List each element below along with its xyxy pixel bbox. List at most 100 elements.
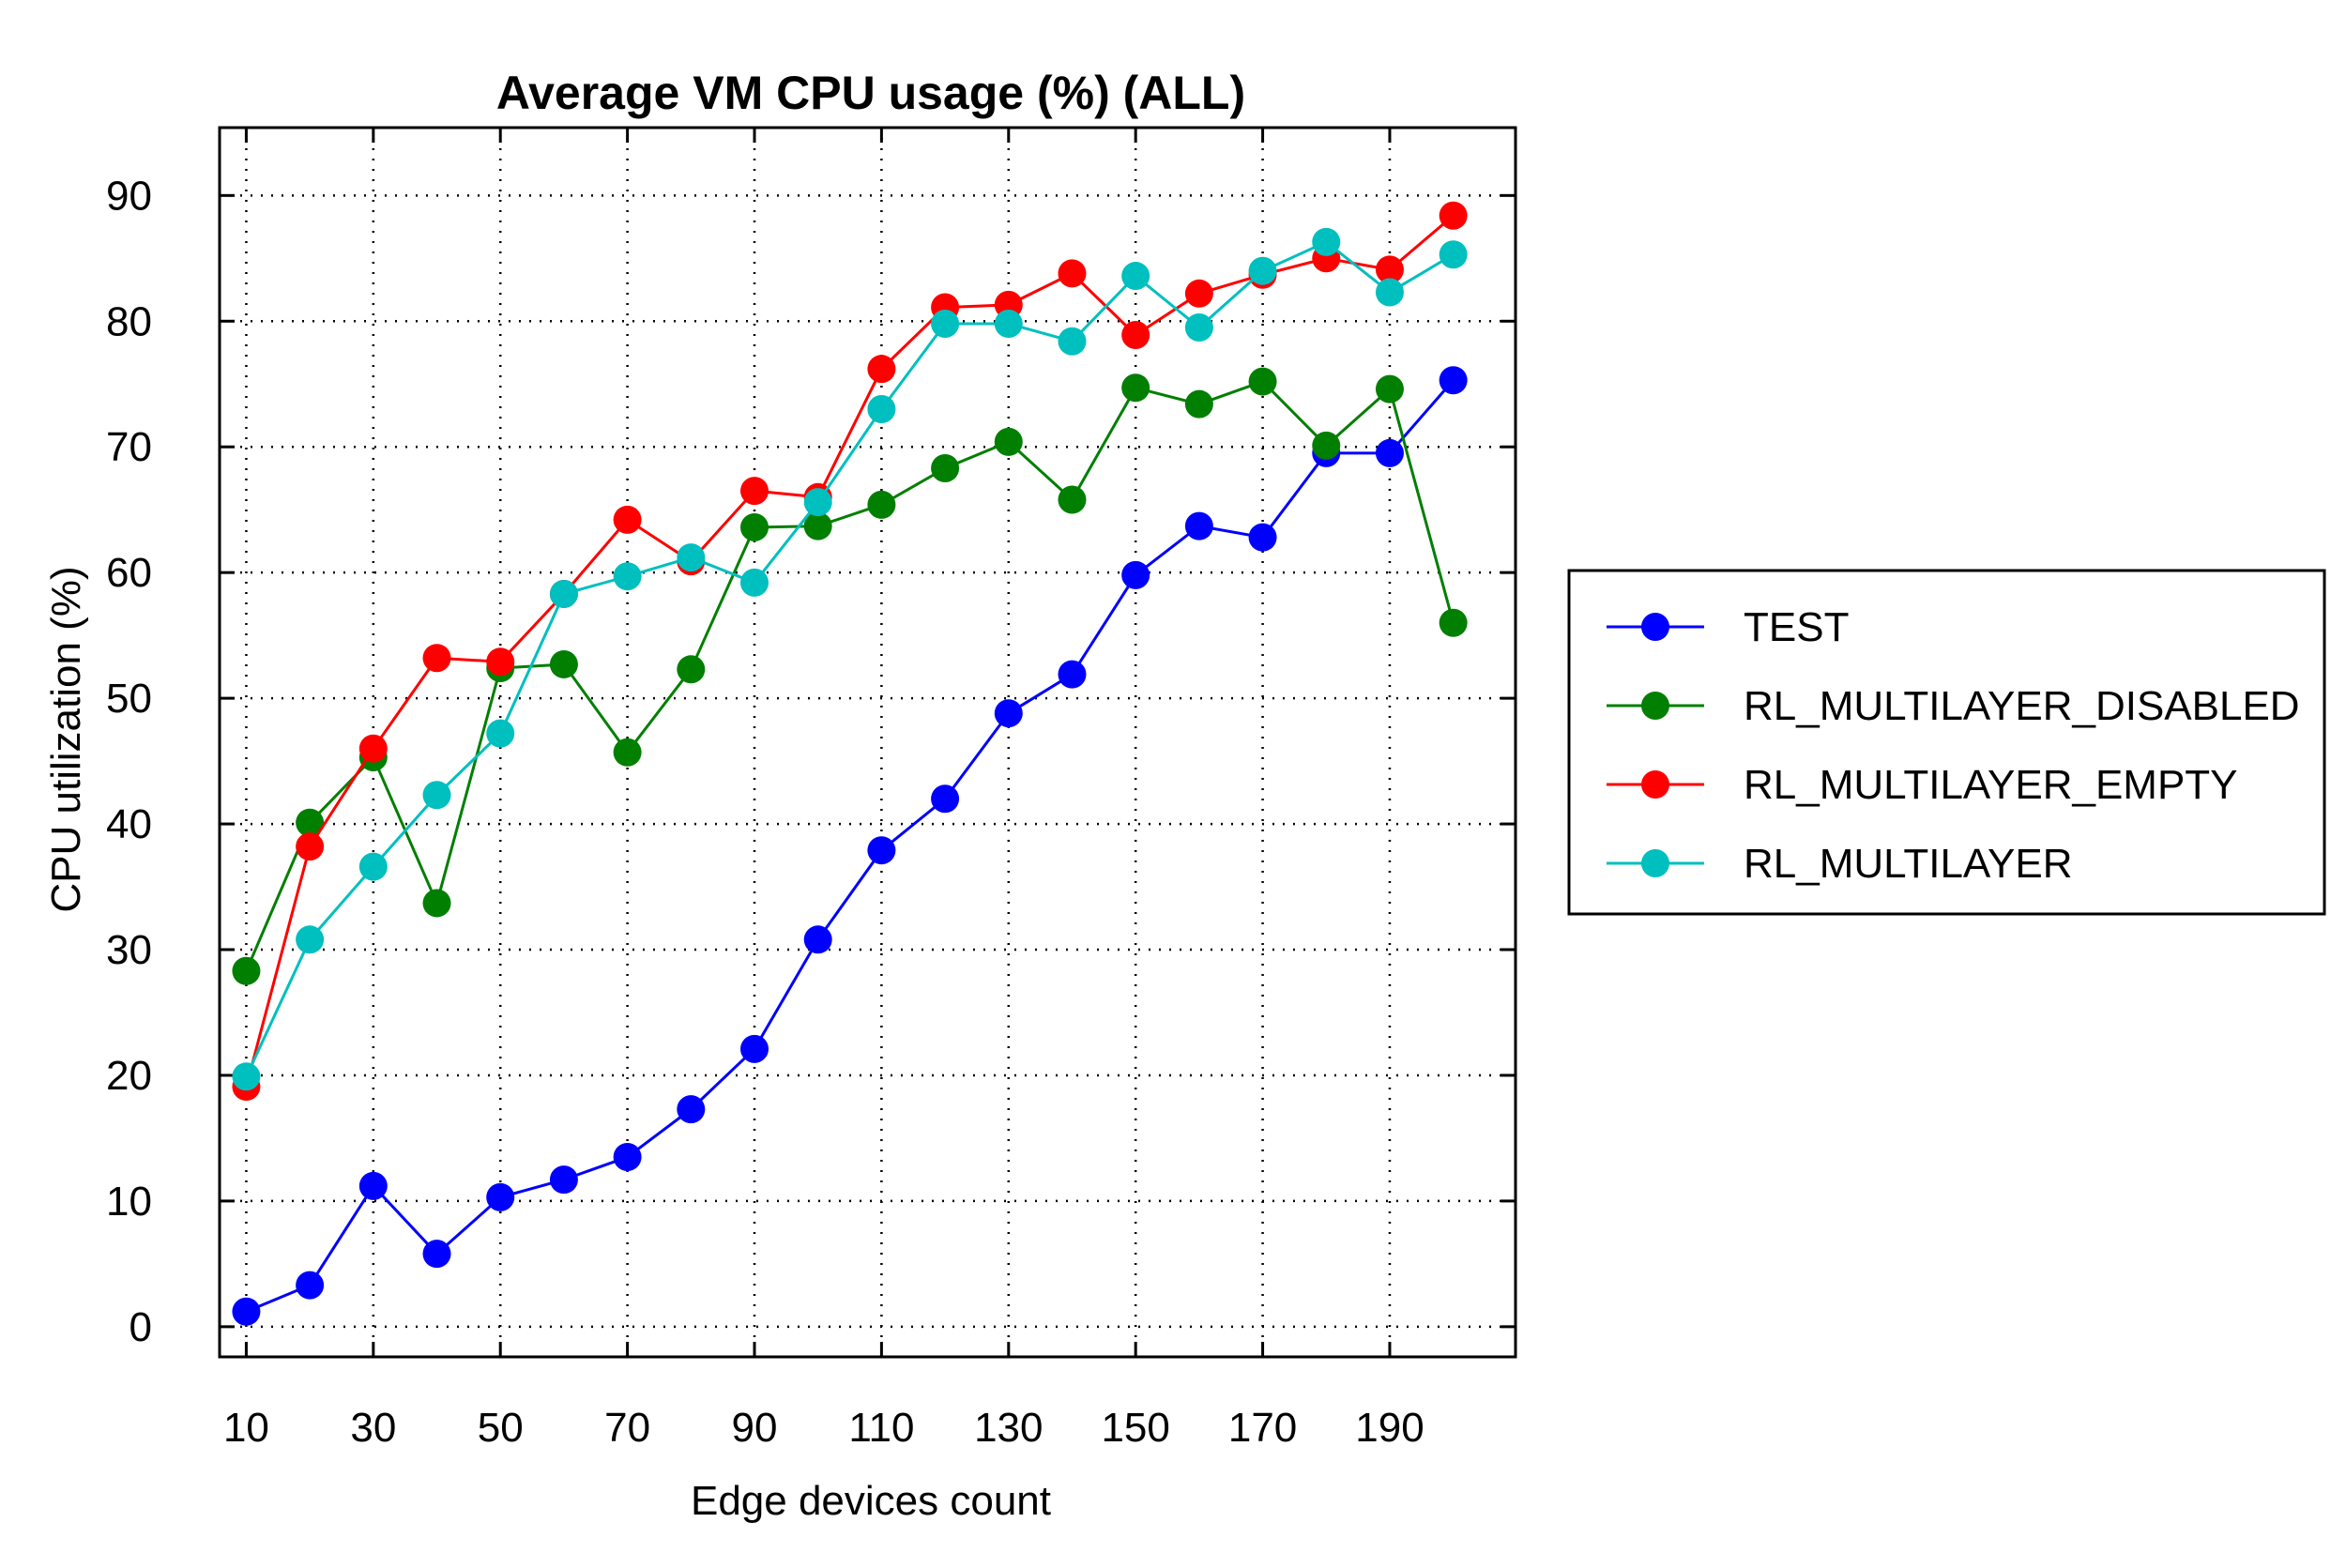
data-point-rl-multilayer-disabled [1058,485,1087,514]
data-point-rl-multilayer [803,488,832,517]
data-point-test [549,1165,578,1195]
data-point-rl-multilayer-empty [1184,279,1213,308]
y-tick-label: 10 [106,1179,152,1225]
y-tick-label: 40 [106,801,152,847]
x-tick-label: 170 [1228,1405,1297,1451]
data-point-rl-multilayer-disabled [931,453,960,482]
data-point-test [1058,660,1087,689]
series-line-test [245,379,1455,1314]
data-point-rl-multilayer-disabled [677,655,706,684]
x-tick-label: 70 [604,1405,650,1451]
data-point-rl-multilayer [1058,327,1087,356]
data-point-test [931,784,960,814]
x-axis-label: Edge devices count [691,1478,1051,1524]
data-point-rl-multilayer-disabled [1184,389,1213,419]
data-point-test [232,1297,261,1326]
data-point-rl-multilayer-disabled [1375,374,1404,403]
data-point-rl-multilayer [422,781,451,810]
data-point-test [677,1095,706,1124]
data-point-rl-multilayer-disabled [1121,373,1150,403]
data-point-rl-multilayer-empty [1439,201,1468,230]
legend-label-rl-multilayer-disabled: RL_MULTILAYER_DISABLED [1744,683,2300,729]
x-tick-label: 30 [350,1405,396,1451]
y-tick-label: 60 [106,550,152,596]
data-point-test [422,1240,451,1269]
data-point-rl-multilayer-disabled [994,427,1023,456]
data-point-rl-multilayer-empty [1121,321,1150,350]
data-point-rl-multilayer [994,309,1023,338]
x-tick-label: 150 [1101,1405,1169,1451]
data-point-rl-multilayer [1375,278,1404,307]
data-point-rl-multilayer [296,925,325,954]
y-tick-label: 80 [106,298,152,344]
data-point-test [867,836,896,865]
data-point-rl-multilayer-empty [296,832,325,861]
data-point-rl-multilayer [677,543,706,572]
data-point-test [1248,523,1277,552]
chart-title: Average VM CPU usage (%) (ALL) [496,67,1245,119]
plot-area: 10 30 50 70 90 110 130 150 170 190 0 10 20 30 40 50 60 70… [106,126,1517,1451]
y-tick-label: 50 [106,676,152,722]
data-point-rl-multilayer [1248,256,1277,285]
data-point-rl-multilayer [1184,312,1213,342]
data-point-rl-multilayer-empty [740,477,769,506]
legend-marker-rl-multilayer-disabled [1641,692,1669,720]
data-point-rl-multilayer [358,852,388,881]
data-point-test [994,699,1023,728]
data-point-rl-multilayer-disabled [803,511,832,540]
series-line-rl-multilayer-disabled [245,380,1455,972]
data-point-test [613,1143,642,1172]
x-tick-label: 190 [1355,1405,1424,1451]
x-tick-label: 50 [478,1405,524,1451]
data-point-rl-multilayer-disabled [1439,608,1468,637]
data-point-rl-multilayer-empty [486,647,515,677]
x-tick-label: 130 [974,1405,1043,1451]
data-point-rl-multilayer-empty [1058,259,1087,288]
data-point-rl-multilayer [1312,227,1341,256]
data-point-rl-multilayer-empty [867,355,896,384]
data-point-test [296,1271,325,1300]
data-point-rl-multilayer-disabled [422,889,451,918]
legend-label-test: TEST [1744,604,1849,650]
data-point-rl-multilayer [549,579,578,608]
data-point-rl-multilayer [486,719,515,748]
x-tick-label: 110 [848,1405,914,1451]
y-tick-label: 70 [106,424,152,470]
data-point-rl-multilayer-disabled [1312,431,1341,460]
legend-marker-rl-multilayer-empty [1641,770,1669,799]
data-point-rl-multilayer-disabled [740,512,769,541]
data-point-rl-multilayer-disabled [296,808,325,837]
data-point-rl-multilayer-disabled [232,956,261,985]
legend: TEST RL_MULTILAYER_DISABLED RL_MULTILAYER_… [1567,569,2326,916]
data-point-rl-multilayer [867,395,896,424]
data-point-test [803,925,832,954]
data-point-test [1375,438,1404,467]
data-point-rl-multilayer [931,309,960,338]
data-point-rl-multilayer-empty [613,505,642,534]
x-tick-label: 10 [223,1405,269,1451]
data-point-rl-multilayer [232,1062,261,1091]
data-point-rl-multilayer [1439,240,1468,269]
data-point-test [1184,511,1213,540]
legend-label-rl-multilayer: RL_MULTILAYER [1744,841,2072,887]
data-point-rl-multilayer [740,568,769,597]
y-tick-label: 30 [106,927,152,973]
data-point-rl-multilayer-empty [1375,255,1404,284]
data-point-test [1121,560,1150,589]
data-point-rl-multilayer-disabled [613,738,642,767]
data-point-test [358,1171,388,1200]
y-tick-label: 90 [106,173,152,219]
data-point-rl-multilayer [1121,262,1150,291]
y-tick-label: 20 [106,1053,152,1099]
legend-marker-test [1641,613,1669,641]
y-axis-label: CPU utilization (%) [43,566,89,912]
y-tick-label: 0 [129,1304,152,1350]
legend-marker-rl-multilayer [1641,849,1669,877]
data-point-rl-multilayer-empty [422,644,451,673]
data-point-test [740,1034,769,1063]
plot-frame [218,126,1517,1359]
series-line-rl-multilayer [245,240,1455,1077]
data-point-rl-multilayer [613,562,642,591]
